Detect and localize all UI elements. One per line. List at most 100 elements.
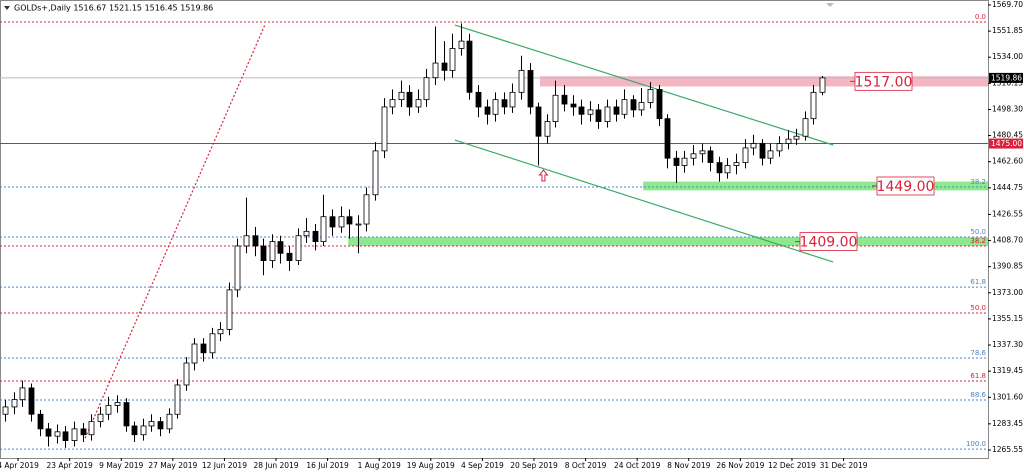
candle-body — [62, 431, 69, 441]
candle-body — [2, 406, 9, 415]
candle-body — [320, 216, 327, 242]
candle-body — [389, 99, 396, 108]
x-tick-label: 8 Nov 2019 — [667, 461, 710, 470]
candle-body — [759, 143, 766, 159]
fib-label: 100.0 — [966, 440, 986, 448]
fib-label: 78.6 — [970, 349, 986, 357]
candle-body — [656, 89, 663, 120]
candle-body — [449, 48, 456, 71]
y-tick-label: 1337.30 — [992, 340, 1023, 349]
candle-body — [131, 425, 138, 436]
candle-body — [776, 143, 783, 152]
candle-body — [570, 103, 577, 108]
y-tick-label: 1498.30 — [992, 104, 1023, 113]
y-tick-label: 1355.15 — [992, 314, 1023, 323]
candle-body — [157, 421, 164, 430]
candle-body — [114, 402, 121, 406]
x-tick-label: 24 Oct 2019 — [614, 461, 661, 470]
x-tick-label: 31 Dec 2019 — [820, 461, 868, 470]
plot-frame — [0, 0, 989, 459]
candle-body — [398, 91, 405, 101]
candle-body — [11, 399, 18, 408]
candle-body — [295, 235, 302, 262]
x-tick-label: 4 Apr 2019 — [0, 461, 39, 470]
candle-body — [252, 235, 259, 247]
x-tick-label: 20 Sep 2019 — [510, 461, 558, 470]
shift-marker — [826, 3, 834, 7]
candle-body — [810, 91, 817, 120]
candle-body — [544, 121, 551, 137]
candle-body — [381, 106, 388, 152]
trendline — [454, 139, 834, 263]
candle-body — [492, 99, 499, 115]
candle-body — [475, 91, 482, 108]
fib-label: 0.0 — [975, 13, 986, 21]
trendline — [454, 24, 834, 146]
candle-body — [28, 387, 35, 415]
price-tag — [989, 72, 1023, 83]
fib-label: 88.6 — [970, 391, 986, 399]
candle-body — [105, 405, 112, 415]
candle-body — [191, 343, 198, 364]
candle-body — [45, 428, 52, 437]
x-tick-label: 12 Dec 2019 — [768, 461, 816, 470]
x-tick-label: 16 Jul 2019 — [306, 461, 349, 470]
zone-label-box — [799, 232, 858, 251]
chart-header: GOLDs+,Daily 1516.67 1521.15 1516.45 151… — [14, 4, 213, 13]
candle-body — [260, 245, 267, 262]
y-tick-label: 1390.85 — [992, 262, 1023, 271]
x-tick-label: 26 Nov 2019 — [716, 461, 764, 470]
y-tick-label: 1373.00 — [992, 288, 1023, 297]
candle-body — [243, 235, 250, 247]
candle-body — [733, 162, 740, 166]
candle-body — [638, 102, 645, 111]
y-tick-label: 1301.60 — [992, 392, 1023, 401]
zone-label: 1517.00 — [855, 74, 913, 90]
fib-label: 61.8 — [970, 372, 986, 380]
candle-body — [621, 99, 628, 115]
candle-body — [681, 157, 688, 166]
candle-body — [527, 69, 534, 108]
candle-body — [535, 106, 542, 137]
candle-body — [329, 216, 336, 228]
candle-body — [234, 245, 241, 291]
candle-body — [466, 40, 473, 93]
x-tick-label: 23 Apr 2019 — [46, 461, 93, 470]
candle-body — [552, 94, 559, 122]
candle-body — [441, 62, 448, 71]
candle-body — [406, 91, 413, 108]
fib-label: 61.8 — [970, 278, 986, 286]
x-tick-label: 28 Jun 2019 — [253, 461, 298, 470]
candle-body — [286, 252, 293, 262]
candle-body — [432, 62, 439, 79]
zone-label-box — [876, 176, 935, 196]
candle-body — [269, 241, 276, 262]
price-tag-label: 1519.86 — [991, 73, 1022, 82]
y-tick-label: 1408.70 — [992, 236, 1023, 245]
candle-body — [604, 106, 611, 122]
candle-body — [509, 91, 516, 108]
candle-body — [338, 216, 345, 228]
y-tick-label: 1569.70 — [992, 0, 1023, 9]
candle-body — [793, 135, 800, 140]
candle-body — [518, 69, 525, 93]
candle-body — [209, 333, 216, 354]
candle-body — [458, 40, 465, 49]
candle-body — [88, 421, 95, 436]
zone-label-box — [854, 71, 913, 91]
candle-body — [699, 150, 706, 155]
y-tick-label: 1319.45 — [992, 366, 1023, 375]
y-tick-label: 1444.75 — [992, 183, 1023, 192]
x-tick-label: 9 May 2019 — [99, 461, 143, 470]
candle-body — [71, 428, 78, 441]
candle-body — [595, 109, 602, 122]
y-tick-label: 1426.55 — [992, 209, 1023, 218]
candle-body — [578, 106, 585, 115]
candle-body — [97, 413, 104, 422]
candle-body — [767, 150, 774, 159]
candle-body — [587, 109, 594, 115]
candle-body — [673, 157, 680, 166]
candle-body — [724, 165, 731, 174]
trendline — [84, 24, 266, 439]
y-tick-label: 1265.55 — [992, 445, 1023, 454]
